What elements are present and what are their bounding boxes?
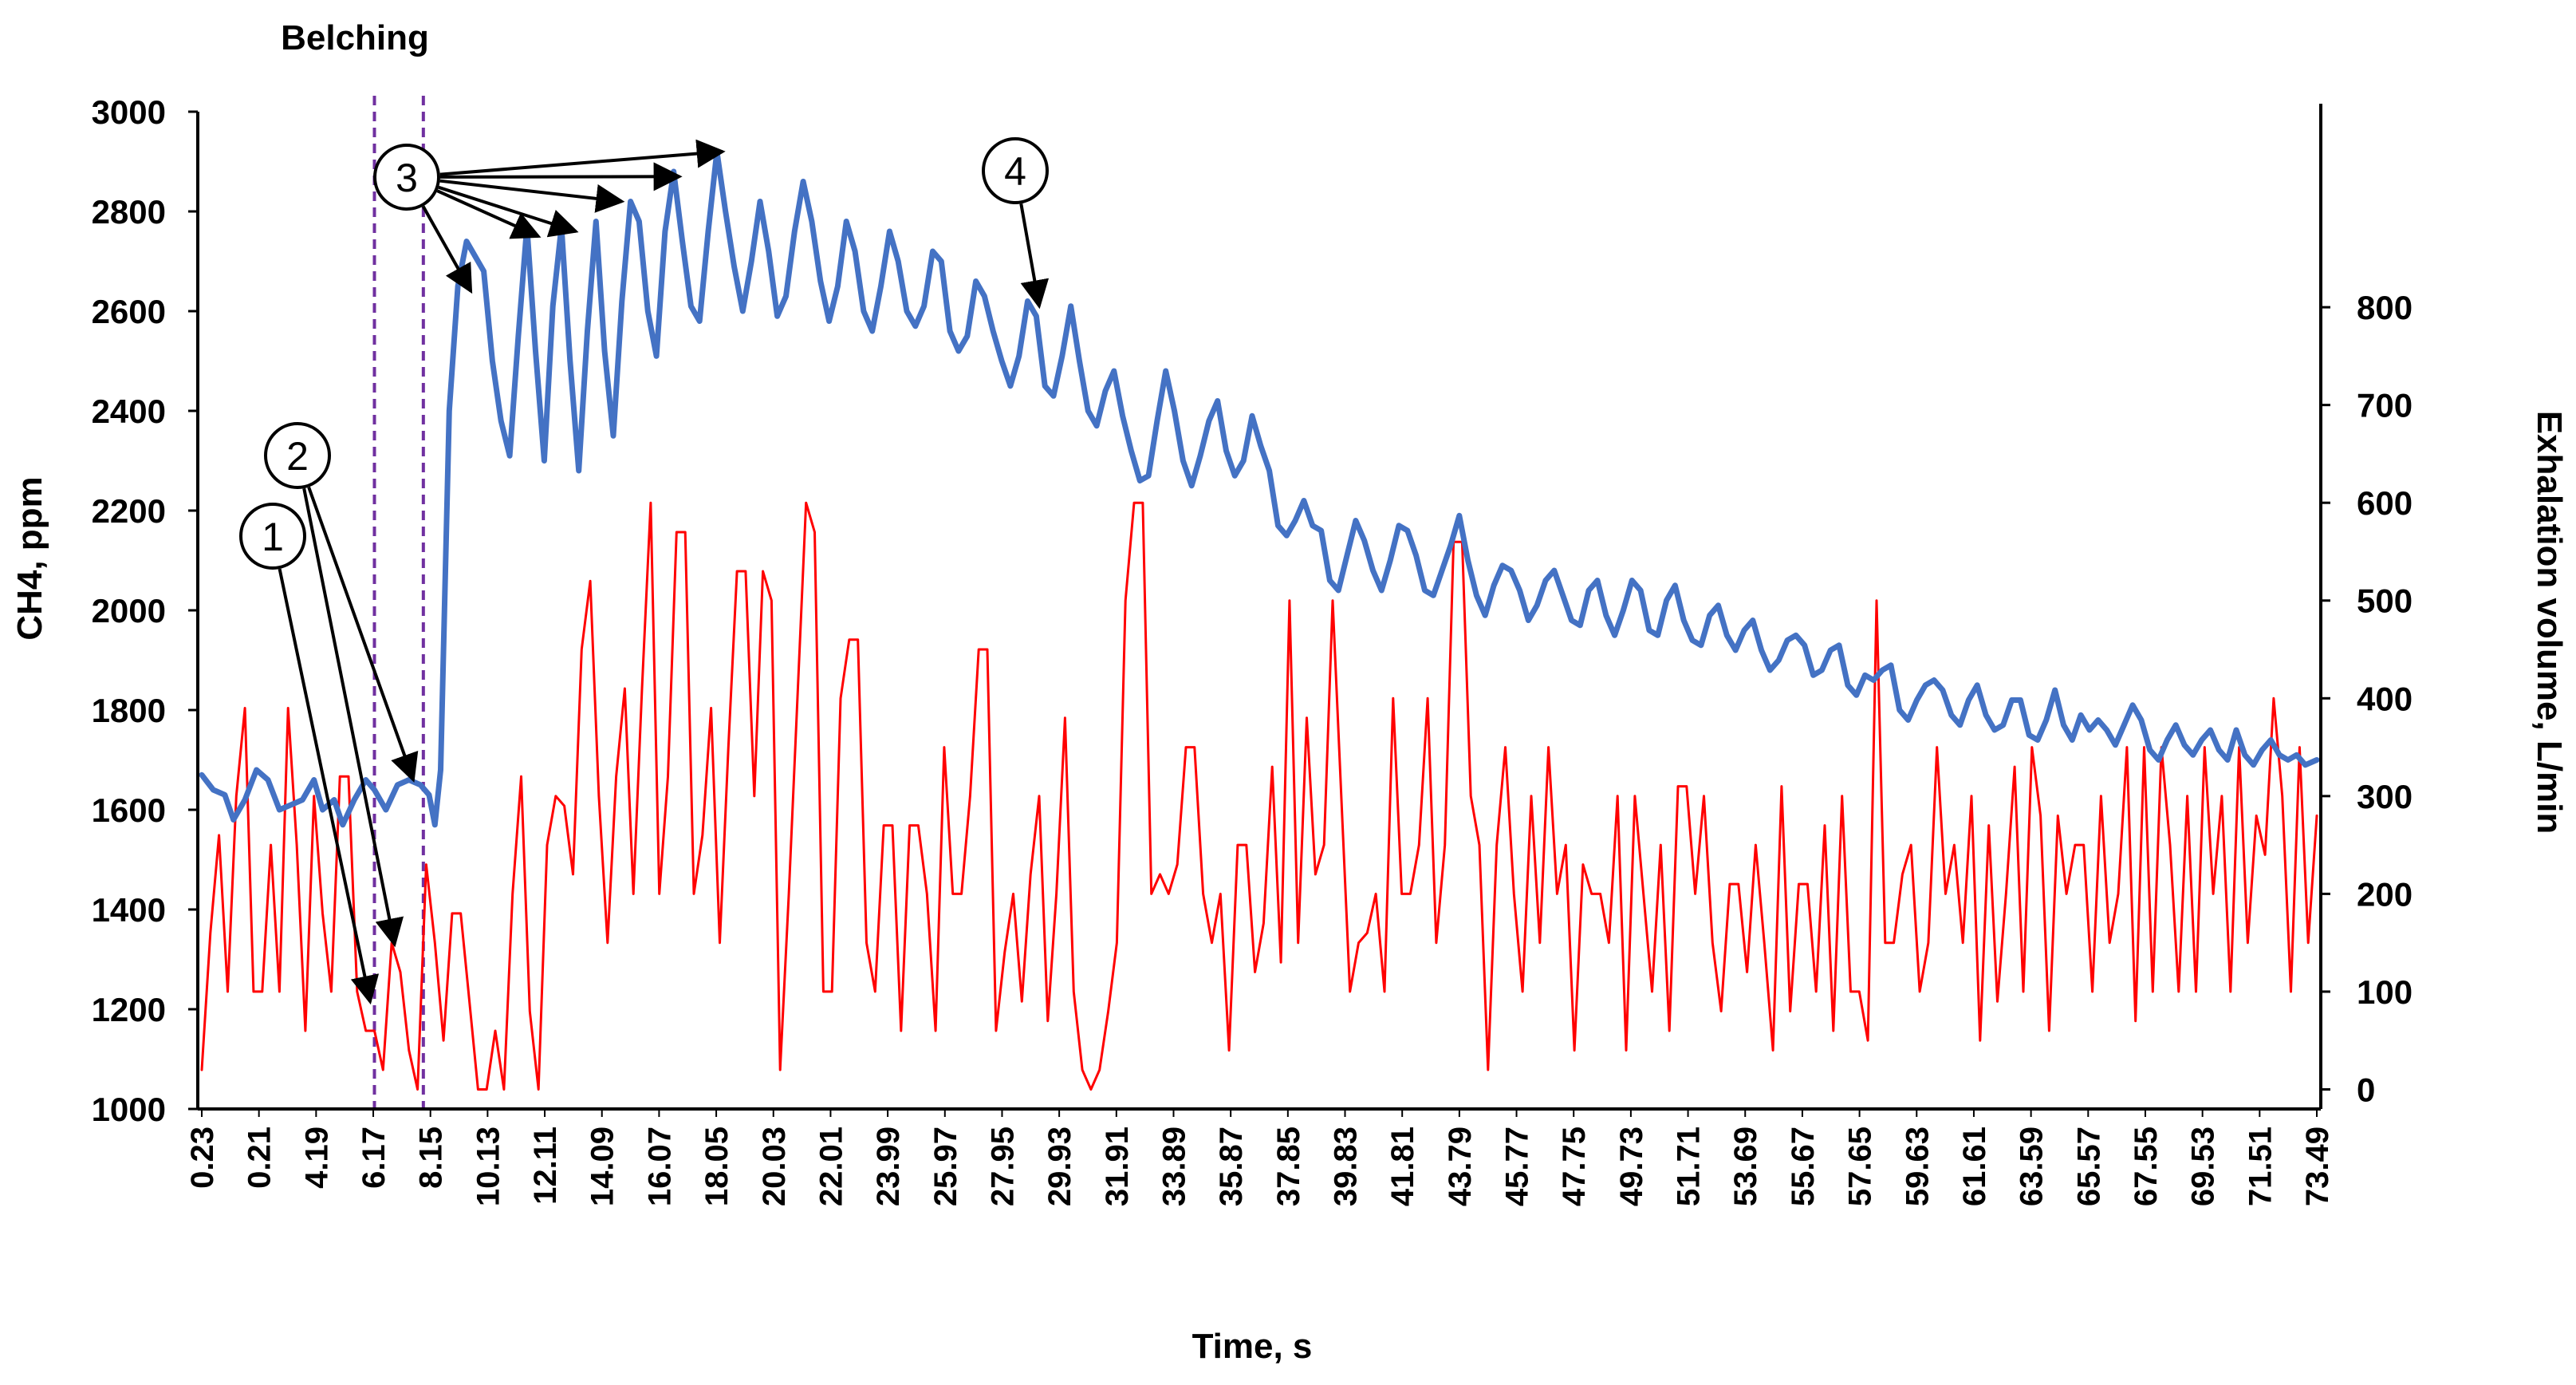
x-tick-label: 65.57 xyxy=(2071,1127,2106,1206)
right-y-tick-label: 0 xyxy=(2357,1071,2375,1108)
x-tick-label: 31.91 xyxy=(1100,1127,1135,1206)
annotation-number: 4 xyxy=(1004,149,1026,194)
x-axis-title: Time, s xyxy=(1192,1327,1313,1366)
series-layer xyxy=(199,148,2320,1091)
x-tick-label: 39.83 xyxy=(1329,1127,1364,1206)
x-tick-label: 27.95 xyxy=(986,1127,1021,1206)
annotation-arrow xyxy=(302,487,404,948)
ch4-series-line xyxy=(199,148,2320,828)
axes-layer xyxy=(196,104,2322,1111)
x-tick-label: 69.53 xyxy=(2186,1127,2221,1206)
right-y-tick-label: 200 xyxy=(2357,875,2413,913)
exhalation-series-line xyxy=(200,501,2318,1091)
x-tick-label: 6.17 xyxy=(356,1127,392,1189)
left-y-tick-label: 2400 xyxy=(92,393,166,430)
annotation-number: 2 xyxy=(286,434,309,479)
left-y-tick-label: 1600 xyxy=(92,791,166,829)
annotation-circle xyxy=(264,422,331,489)
x-tick-label: 22.01 xyxy=(813,1127,849,1206)
x-tick-label: 37.85 xyxy=(1271,1127,1306,1206)
x-tick-label: 45.77 xyxy=(1500,1127,1535,1206)
right-y-axis-title: Exhalation volume, L/min xyxy=(2530,411,2569,835)
x-tick-label: 61.61 xyxy=(1957,1127,1992,1206)
right-y-tick-label: 300 xyxy=(2357,778,2413,815)
annotation-circle xyxy=(982,137,1049,204)
right-y-tick-label: 700 xyxy=(2357,387,2413,424)
x-tick-label: 0.21 xyxy=(242,1127,278,1189)
left-y-tick-label: 1200 xyxy=(92,991,166,1028)
x-tick-label: 25.97 xyxy=(928,1127,963,1206)
left-y-tick-label: 1000 xyxy=(92,1091,166,1128)
x-tick-label: 0.23 xyxy=(185,1127,220,1189)
x-tick-label: 59.63 xyxy=(1900,1127,1935,1206)
right-y-tick-label: 100 xyxy=(2357,973,2413,1011)
annotation-arrow xyxy=(439,179,625,213)
right-y-tick-label: 600 xyxy=(2357,484,2413,522)
left-y-tick-label: 1400 xyxy=(92,891,166,929)
x-tick-label: 14.09 xyxy=(585,1127,620,1206)
x-tick-label: 49.73 xyxy=(1614,1127,1649,1206)
annotation-layer: 12 3 4 xyxy=(239,137,1050,1005)
left-y-axis-title: CH4, ppm xyxy=(10,476,49,640)
x-tick-label: 67.55 xyxy=(2129,1127,2164,1206)
x-tick-label: 63.59 xyxy=(2015,1127,2050,1206)
x-tick-label: 55.67 xyxy=(1786,1127,1821,1206)
annotation-arrow xyxy=(307,486,419,783)
x-tick-label: 57.65 xyxy=(1843,1127,1878,1206)
annotation-arrow xyxy=(1019,203,1050,310)
left-y-tick-label: 1800 xyxy=(92,692,166,729)
annotation-number: 1 xyxy=(262,515,284,559)
annotation-arrow xyxy=(278,568,380,1005)
annotation-arrow xyxy=(421,205,473,294)
x-tick-label: 12.11 xyxy=(528,1127,563,1205)
right-y-tick-label: 500 xyxy=(2357,582,2413,620)
x-tick-label: 41.81 xyxy=(1385,1127,1420,1206)
x-tick-label: 33.89 xyxy=(1157,1127,1192,1206)
x-tick-label: 16.07 xyxy=(642,1127,677,1206)
x-tick-label: 47.75 xyxy=(1557,1127,1592,1206)
annotation-circle xyxy=(239,503,306,570)
annotation-arrow xyxy=(436,189,542,239)
x-tick-label: 18.05 xyxy=(699,1127,735,1206)
x-tick-label: 23.99 xyxy=(871,1127,906,1206)
left-y-tick-label: 2800 xyxy=(92,193,166,231)
annotation-circle xyxy=(373,144,440,211)
annotation-number: 3 xyxy=(396,156,418,200)
x-tick-label: 20.03 xyxy=(757,1127,792,1206)
x-tick-label: 10.13 xyxy=(471,1127,506,1206)
x-tick-label: 4.19 xyxy=(299,1127,334,1189)
x-tick-label: 43.79 xyxy=(1443,1127,1478,1206)
x-tick-label: 71.51 xyxy=(2243,1127,2278,1206)
left-y-tick-label: 2200 xyxy=(92,492,166,530)
annotation-arrow xyxy=(439,139,726,176)
event-label-belching: Belching xyxy=(281,18,429,57)
left-y-tick-label: 2600 xyxy=(92,293,166,330)
left-y-tick-label: 3000 xyxy=(92,93,166,131)
right-y-tick-label: 800 xyxy=(2357,289,2413,326)
x-tick-label: 53.69 xyxy=(1728,1127,1763,1206)
x-tick-label: 73.49 xyxy=(2300,1127,2335,1206)
event-marker-layer xyxy=(372,96,425,1109)
x-tick-label: 35.87 xyxy=(1214,1127,1249,1206)
tick-labels-layer: 1000120014001600180020002200240026002800… xyxy=(92,93,2413,1206)
annotation-arrow xyxy=(438,185,579,238)
x-tick-label: 51.71 xyxy=(1672,1127,1707,1206)
x-tick-label: 8.15 xyxy=(414,1127,449,1189)
annotation-arrow xyxy=(439,162,683,191)
left-y-tick-label: 2000 xyxy=(92,592,166,629)
x-tick-label: 29.93 xyxy=(1042,1127,1077,1206)
right-y-tick-label: 400 xyxy=(2357,680,2413,717)
